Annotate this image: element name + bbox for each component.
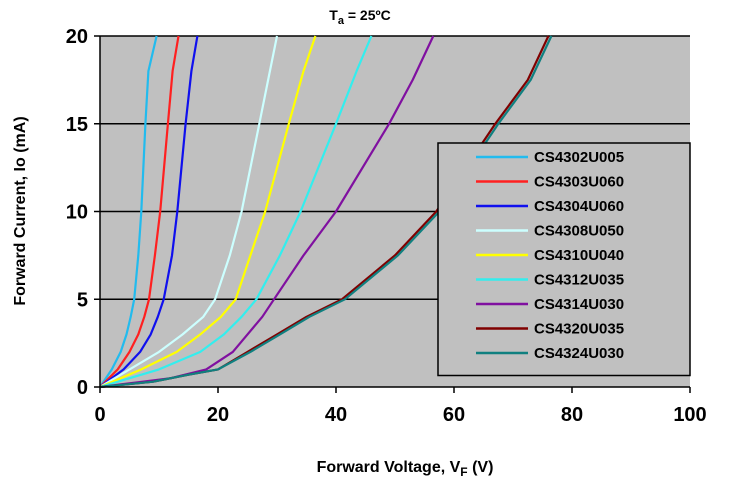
- y-tick-label: 20: [66, 26, 88, 48]
- x-axis-title-main: Forward Voltage, V: [317, 459, 461, 476]
- x-tick-label: 100: [673, 404, 706, 426]
- x-axis-title-sub: F: [460, 465, 467, 479]
- legend-label: CS4312U035: [534, 272, 624, 289]
- x-tick-labels: 0 20 40 60 80 100: [94, 387, 707, 426]
- legend-label: CS4304U060: [534, 198, 624, 215]
- x-axis-title: Forward Voltage, VF (V): [317, 459, 494, 479]
- x-tick-label: 20: [207, 404, 229, 426]
- series-line-cs4310u040: [99, 35, 317, 389]
- y-tick-label: 0: [77, 377, 88, 399]
- y-tick-label: 10: [66, 202, 88, 224]
- x-tick-label: 80: [561, 404, 583, 426]
- legend-label: CS4303U060: [534, 174, 624, 191]
- series-line-cs4308u050: [99, 35, 279, 388]
- legend-label: CS4320U035: [534, 321, 624, 338]
- series-line-cs4304u060: [99, 35, 199, 388]
- y-tick-label: 5: [77, 289, 88, 311]
- legend: CS4302U005 CS4303U060 CS4304U060 CS4308U050…: [437, 142, 691, 377]
- series-line-cs4302u005: [99, 35, 158, 388]
- chart-title-rest: = 25ºC: [344, 7, 391, 23]
- y-tick-label: 15: [66, 114, 88, 136]
- series-line-cs4314u030: [99, 35, 435, 389]
- chart-title-sub: a: [338, 15, 345, 27]
- legend-label: CS4324U030: [534, 345, 624, 362]
- x-tick-label: 0: [94, 404, 105, 426]
- chart-title: Ta = 25ºC: [329, 7, 390, 27]
- legend-label: CS4310U040: [534, 247, 624, 264]
- x-tick-label: 60: [443, 404, 465, 426]
- series-lines: [99, 35, 553, 389]
- x-axis-title-rest: (V): [468, 459, 494, 476]
- series-line-cs4324u030: [99, 35, 553, 389]
- chart-title-main: T: [329, 7, 338, 23]
- y-axis-title: Forward Current, Io (mA): [12, 116, 29, 305]
- legend-label: CS4302U005: [534, 149, 624, 166]
- x-tick-label: 40: [325, 404, 347, 426]
- series-line-cs4303u060: [99, 35, 180, 388]
- y-tick-labels: 0 5 10 15 20: [66, 26, 100, 399]
- legend-label: CS4314U030: [534, 296, 624, 313]
- series-line-cs4312u035: [99, 35, 373, 389]
- legend-label: CS4308U050: [534, 223, 624, 240]
